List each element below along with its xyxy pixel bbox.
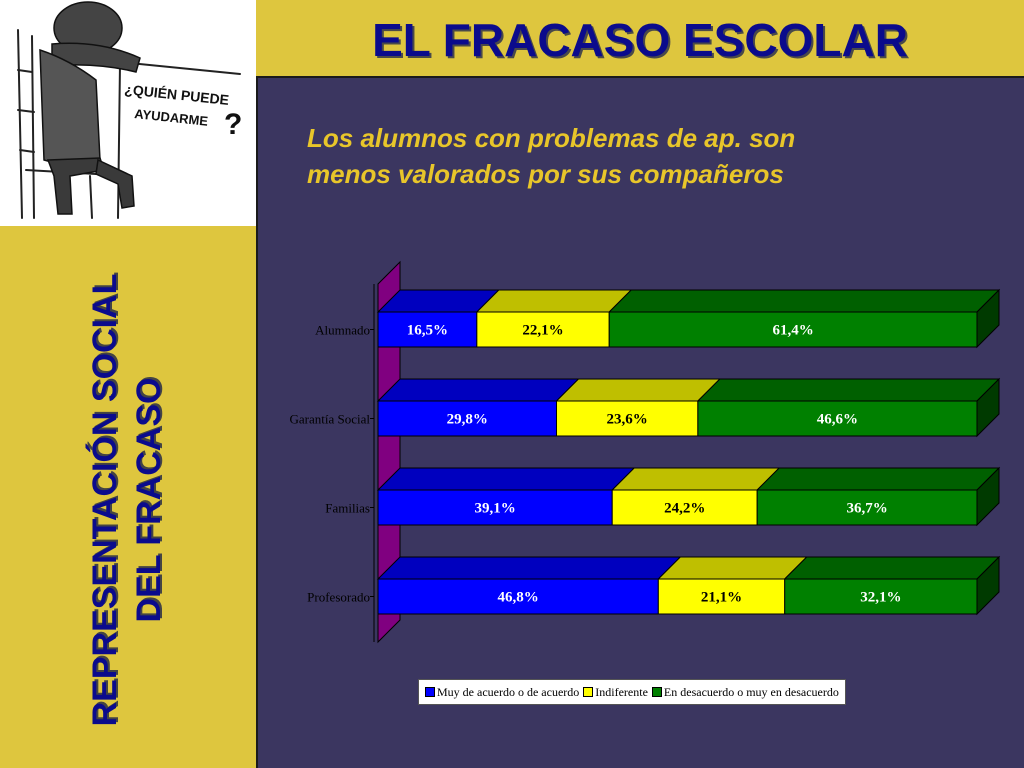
legend-swatch <box>651 687 662 697</box>
bar-end-face <box>976 288 1000 349</box>
page-title: EL FRACASO ESCOLAR <box>372 14 908 66</box>
bar-segment <box>476 311 610 348</box>
legend-swatch <box>583 687 594 697</box>
bar-top-face <box>376 378 580 402</box>
bar-top-face <box>376 556 682 580</box>
bar-top-face <box>657 556 808 580</box>
vertical-title-line2-shadow: DEL FRACASO <box>132 376 170 621</box>
category-label: Familias <box>325 501 370 516</box>
category-label: Garantía Social <box>290 412 371 427</box>
bar-end-face <box>976 555 1000 616</box>
bar-top-face <box>783 556 1001 580</box>
bar-top-face <box>376 467 636 491</box>
bar-top-face <box>611 467 781 491</box>
bar-segment <box>784 578 978 615</box>
data-label: 61,4% <box>772 323 813 339</box>
data-label: 46,8% <box>498 590 539 606</box>
student-sketch-icon: ¿QUIÉN PUEDE AYUDARME ? <box>17 1 242 219</box>
category-label: Profesorado <box>307 590 370 605</box>
data-label: 21,1% <box>701 590 742 606</box>
vertical-title: REPRESENTACIÓN SOCIAL REPRESENTACIÓN SOC… <box>60 250 200 750</box>
vertical-title-line1-shadow: REPRESENTACIÓN SOCIAL <box>88 272 126 725</box>
bar-end-face <box>976 466 1000 527</box>
bar-segment <box>608 311 978 348</box>
bar-top-face <box>696 378 1001 402</box>
bar-segment <box>377 489 613 526</box>
stacked-bar-chart: Alumnado 16,5% 22,1% 61,4% Garantía Social 29… <box>256 250 1024 720</box>
subtitle-line1: Los alumnos con problemas de ap. son <box>307 123 796 153</box>
category-label: Alumnado <box>315 323 370 338</box>
bar-top-face <box>475 289 633 313</box>
data-label: 46,6% <box>817 412 858 428</box>
data-label: 23,6% <box>607 412 648 428</box>
legend-swatch <box>425 687 435 697</box>
vertical-title-line2: DEL FRACASO <box>130 378 168 623</box>
legend-item: En desacuerdo o muy en desacuerdo <box>651 684 839 700</box>
vertical-title-line1: REPRESENTACIÓN SOCIAL <box>86 274 124 727</box>
bar-segment <box>657 578 786 615</box>
header-bar: EL FRACASO ESCOLAR <box>256 0 1024 78</box>
chart-legend: Muy de acuerdo o de acuerdo Indiferente En… <box>418 679 846 705</box>
subtitle-line2: menos valorados por sus compañeros <box>307 159 784 189</box>
legend-item: Muy de acuerdo o de acuerdo <box>425 685 579 700</box>
sketch-illustration: ¿QUIÉN PUEDE AYUDARME ? <box>0 0 256 226</box>
chart-subtitle: Los alumnos con problemas de ap. son men… <box>307 120 987 192</box>
bar-segment <box>756 489 978 526</box>
data-label: 29,8% <box>447 412 488 428</box>
sketch-caption-mark: ? <box>224 108 242 141</box>
bar-segment <box>377 400 558 437</box>
data-label: 36,7% <box>846 501 887 517</box>
data-label: 16,5% <box>407 323 448 339</box>
bar-segment <box>556 400 699 437</box>
bar-top-face <box>608 289 1001 313</box>
data-label: 39,1% <box>474 501 515 517</box>
sketch-caption-line2: AYUDARME <box>134 106 209 129</box>
sketch-caption-line1: ¿QUIÉN PUEDE <box>124 81 230 108</box>
data-label: 32,1% <box>860 590 901 606</box>
sidebar: ¿QUIÉN PUEDE AYUDARME ? REPRESENTACIÓN S… <box>0 0 258 768</box>
legend-label: En desacuerdo o muy en desacuerdo <box>663 684 839 699</box>
data-label: 22,1% <box>522 323 563 339</box>
bar-top-face <box>755 467 1001 491</box>
bar-segment <box>697 400 978 437</box>
data-label: 24,2% <box>664 501 705 517</box>
legend-item: Indiferente <box>583 685 648 700</box>
bar-end-face <box>976 377 1000 438</box>
legend-label: Muy de acuerdo o de acuerdo <box>437 684 580 699</box>
bar-segment <box>377 578 659 615</box>
legend-label: Indiferente <box>595 684 648 699</box>
bar-top-face <box>555 378 722 402</box>
bar-segment <box>377 311 478 348</box>
